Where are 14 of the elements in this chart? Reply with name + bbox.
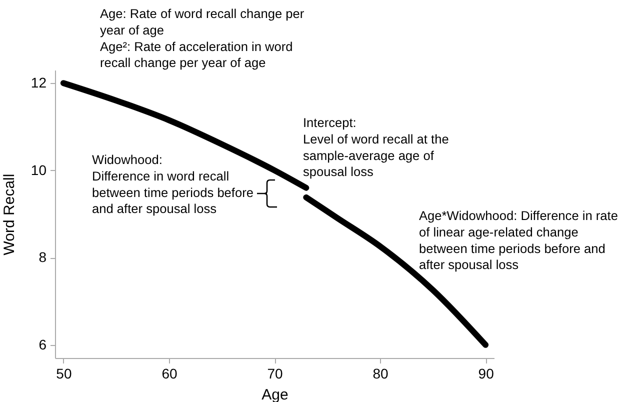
x-tick-label: 60 xyxy=(162,366,178,382)
annotation: Intercept: Level of word recall at the sample-average age of spousal loss xyxy=(303,115,449,180)
y-tick-label: 10 xyxy=(30,162,47,178)
y-tick-label: 12 xyxy=(30,74,47,91)
x-tick-label: 90 xyxy=(478,366,494,382)
x-tick-label: 80 xyxy=(372,366,389,382)
y-tick-label: 6 xyxy=(38,336,47,352)
text: Age: Rate of word recall change per year of age Age²: Rate of acceleration in word recall change per year of age xyxy=(100,6,305,70)
x-tick-label: 50 xyxy=(56,366,72,382)
y-axis-title: Word Recall xyxy=(0,174,18,256)
annotation: Age*Widowhood: Difference in rate of linear age-related change between time periods before and after spousal loss xyxy=(419,208,618,272)
y-tick-label: 8 xyxy=(38,249,47,266)
x-tick-label: 70 xyxy=(267,366,283,382)
annotation: Widowhood: Difference in word recall between time periods before and after spousal loss xyxy=(92,152,254,216)
